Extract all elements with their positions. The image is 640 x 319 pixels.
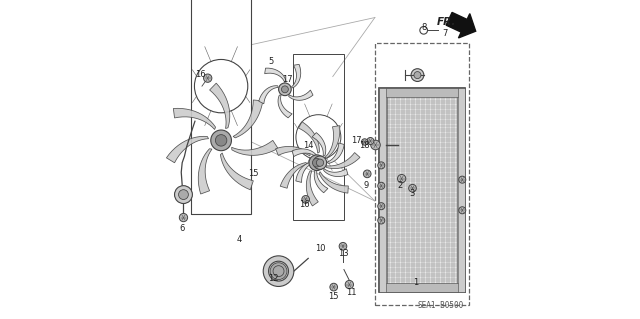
Circle shape: [175, 186, 193, 204]
Text: 10: 10: [316, 244, 326, 253]
Polygon shape: [233, 100, 263, 138]
Circle shape: [378, 203, 385, 210]
Text: 4: 4: [237, 235, 242, 244]
Circle shape: [309, 155, 324, 171]
Polygon shape: [327, 143, 344, 163]
Polygon shape: [325, 126, 340, 158]
Text: 1: 1: [413, 278, 419, 287]
Circle shape: [371, 140, 380, 150]
Circle shape: [409, 184, 417, 192]
Polygon shape: [220, 153, 253, 190]
Bar: [379, 88, 386, 292]
Text: FR.: FR.: [437, 17, 457, 27]
Text: 13: 13: [339, 249, 349, 258]
Bar: [458, 88, 465, 292]
Text: 12: 12: [269, 274, 279, 283]
Polygon shape: [173, 108, 216, 130]
Bar: [379, 88, 465, 97]
Text: SEA1-B0500: SEA1-B0500: [417, 301, 463, 310]
Circle shape: [302, 196, 310, 203]
Polygon shape: [278, 95, 292, 118]
Text: 8: 8: [422, 23, 427, 32]
Circle shape: [364, 170, 371, 178]
Circle shape: [204, 74, 212, 82]
Circle shape: [312, 158, 321, 167]
Circle shape: [459, 207, 466, 214]
Polygon shape: [232, 140, 278, 155]
Bar: [387, 96, 457, 284]
Text: 3: 3: [409, 189, 415, 198]
Text: 17: 17: [282, 75, 292, 84]
Polygon shape: [314, 169, 328, 193]
Text: 5: 5: [268, 57, 273, 66]
Circle shape: [270, 263, 287, 279]
Polygon shape: [210, 83, 230, 129]
Circle shape: [345, 280, 353, 289]
Circle shape: [269, 261, 289, 281]
Circle shape: [282, 86, 289, 93]
Polygon shape: [312, 133, 326, 156]
Polygon shape: [307, 171, 318, 206]
Circle shape: [378, 182, 385, 189]
Bar: [379, 88, 465, 292]
Circle shape: [397, 174, 406, 183]
Text: 9: 9: [364, 181, 369, 189]
Polygon shape: [166, 136, 209, 163]
Text: 6: 6: [179, 224, 185, 233]
Text: 11: 11: [346, 288, 356, 297]
Bar: [191, 0, 252, 214]
Circle shape: [378, 217, 385, 224]
Circle shape: [314, 156, 326, 169]
Text: 7: 7: [443, 29, 448, 38]
Circle shape: [378, 162, 385, 169]
Circle shape: [414, 71, 421, 78]
Text: 16: 16: [300, 200, 310, 209]
Circle shape: [211, 130, 232, 151]
Polygon shape: [324, 169, 348, 176]
Bar: [379, 283, 465, 292]
Circle shape: [411, 69, 424, 81]
Circle shape: [367, 137, 374, 145]
Circle shape: [179, 213, 188, 222]
Circle shape: [179, 190, 188, 199]
Text: 18: 18: [358, 141, 369, 150]
Text: 2: 2: [398, 181, 403, 189]
Polygon shape: [276, 146, 310, 156]
Circle shape: [316, 159, 324, 166]
Circle shape: [330, 283, 337, 291]
Polygon shape: [265, 68, 286, 82]
Polygon shape: [292, 149, 316, 157]
Circle shape: [263, 256, 294, 286]
Circle shape: [362, 139, 368, 145]
Polygon shape: [280, 163, 307, 188]
Polygon shape: [446, 12, 476, 38]
Circle shape: [278, 83, 291, 96]
Polygon shape: [298, 122, 319, 153]
Polygon shape: [296, 162, 313, 182]
Text: 14: 14: [303, 141, 314, 150]
Text: 15: 15: [328, 292, 339, 301]
Circle shape: [339, 242, 347, 250]
Circle shape: [216, 135, 227, 146]
Bar: [375, 43, 469, 305]
Polygon shape: [259, 86, 278, 104]
Polygon shape: [319, 172, 348, 193]
Circle shape: [273, 266, 284, 277]
Circle shape: [459, 176, 466, 183]
Text: 15: 15: [248, 169, 259, 178]
Bar: [293, 54, 344, 220]
Polygon shape: [289, 90, 313, 100]
Polygon shape: [326, 152, 360, 169]
Polygon shape: [198, 149, 212, 194]
Text: 17: 17: [351, 136, 362, 145]
Text: 16: 16: [195, 70, 205, 79]
Polygon shape: [291, 64, 301, 88]
